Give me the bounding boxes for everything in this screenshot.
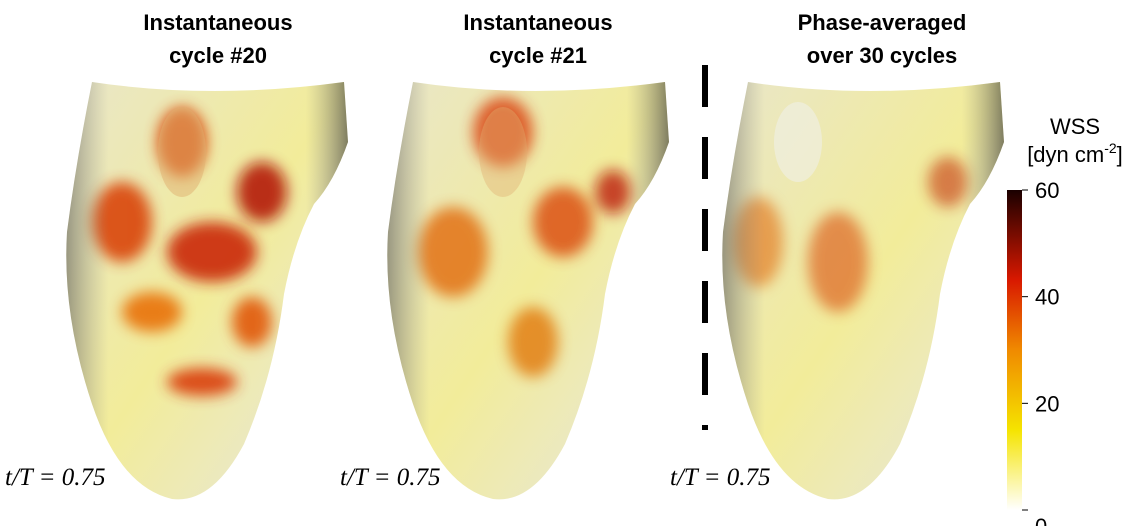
time-label: t/T = 0.75 [340, 464, 440, 491]
panel-title: cycle #21 [489, 43, 587, 68]
colorbar-tick-label: 60 [1035, 178, 1059, 203]
colorbar-tick-label: 0 [1035, 514, 1047, 526]
time-label: t/T = 0.75 [670, 464, 770, 491]
panel-title: Instantaneous [143, 10, 292, 35]
surface-1 [66, 82, 349, 500]
surface-2 [387, 82, 669, 500]
surfaces [66, 82, 1004, 500]
unit-close: ] [1117, 142, 1123, 167]
colorbar-gradient [1007, 190, 1022, 510]
colorbar: WSS [dyn cm-2] 0 20 40 60 [1007, 114, 1123, 526]
colorbar-unit: [dyn cm-2] [1027, 140, 1123, 167]
panel-title: cycle #20 [169, 43, 267, 68]
unit: [dyn cm [1027, 142, 1104, 167]
colorbar-tick-label: 20 [1035, 391, 1059, 416]
colorbar-tick-label: 40 [1035, 285, 1059, 310]
titles: Instantaneous cycle #20 t/T = 0.75 Instanta… [5, 10, 966, 491]
panel-title: Instantaneous [463, 10, 612, 35]
unit-exponent: -2 [1104, 140, 1117, 156]
panel-title: Phase-averaged [798, 10, 967, 35]
panel-title: over 30 cycles [807, 43, 957, 68]
colorbar-title: WSS [1050, 114, 1100, 139]
time-label: t/T = 0.75 [5, 464, 105, 491]
surface-3 [722, 82, 1004, 500]
